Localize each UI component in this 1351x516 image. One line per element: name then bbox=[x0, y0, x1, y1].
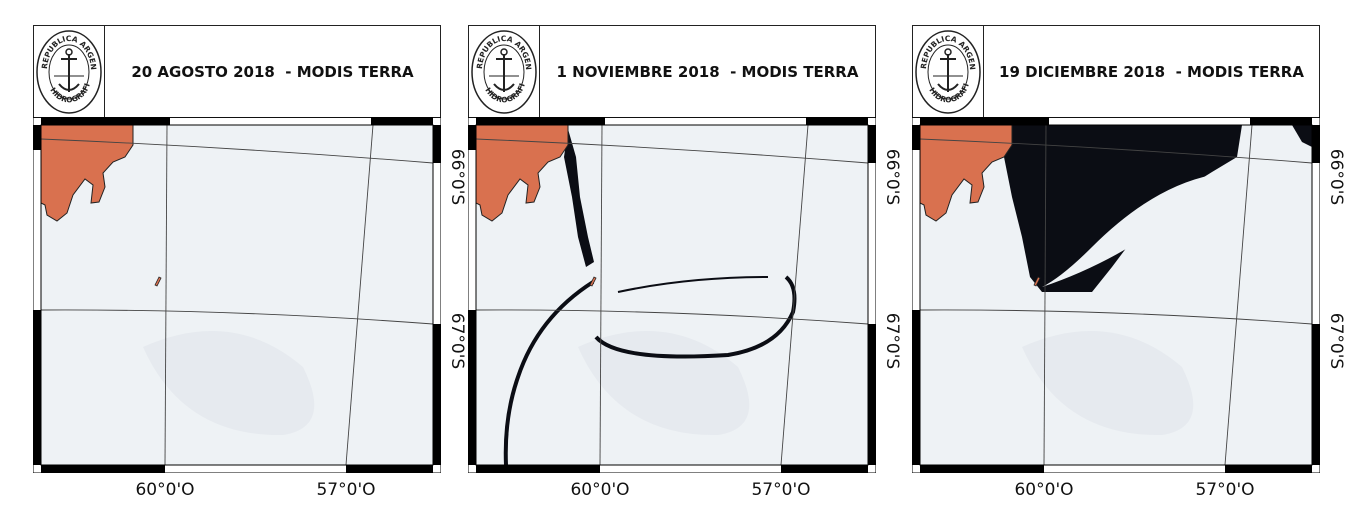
panel-title: 19 DICIEMBRE 2018 - MODIS TERRA bbox=[999, 62, 1304, 81]
panel-title: 1 NOVIEMBRE 2018 - MODIS TERRA bbox=[556, 62, 859, 81]
panel-header: REPUBLICA ARGENTINA HIDROGRAFIA 19 DICIE… bbox=[910, 19, 1320, 118]
longitude-label: 57°0'O bbox=[1195, 480, 1255, 500]
logo: REPUBLICA ARGENTINA HIDROGRAFIA bbox=[910, 19, 984, 117]
longitude-label: 60°0'O bbox=[135, 480, 195, 500]
logo: REPUBLICA ARGENTINA HIDROGRAFIA bbox=[466, 19, 540, 117]
land-antarctic-peninsula bbox=[919, 124, 1013, 222]
frame-border bbox=[912, 117, 1320, 473]
panel-header: REPUBLICA ARGENTINA HIDROGRAFIA 20 AGOST… bbox=[31, 19, 441, 118]
longitude-label: 57°0'O bbox=[316, 480, 376, 500]
graticule bbox=[919, 124, 1313, 466]
map-panel: REPUBLICA ARGENTINA HIDROGRAFIA 19 DICIE… bbox=[910, 19, 1346, 500]
land-island bbox=[589, 276, 597, 287]
land-antarctic-peninsula bbox=[40, 124, 134, 222]
land-island bbox=[154, 276, 162, 287]
latitude-label: 66°0'S bbox=[882, 148, 902, 206]
graticule bbox=[475, 124, 869, 466]
frame-border bbox=[33, 117, 441, 473]
latitude-label: 66°0'S bbox=[447, 148, 467, 206]
graticule bbox=[40, 124, 434, 466]
latitude-label: 67°0'S bbox=[1326, 312, 1346, 370]
longitude-label: 57°0'O bbox=[751, 480, 811, 500]
anchor-seal-icon: REPUBLICA ARGENTINA HIDROGRAFIA bbox=[910, 19, 981, 114]
map-panel: REPUBLICA ARGENTINA HIDROGRAFIA 1 NOVIEM… bbox=[466, 19, 902, 500]
latitude-label: 67°0'S bbox=[447, 312, 467, 370]
land-antarctic-peninsula bbox=[475, 124, 569, 222]
ice-texture bbox=[1022, 331, 1194, 436]
ice-texture bbox=[143, 331, 315, 436]
panel-header: REPUBLICA ARGENTINA HIDROGRAFIA 1 NOVIEM… bbox=[466, 19, 876, 118]
land-island bbox=[1033, 276, 1041, 287]
open-water bbox=[1002, 125, 1312, 292]
anchor-seal-icon: REPUBLICA ARGENTINA HIDROGRAFIA bbox=[31, 19, 102, 114]
longitude-label: 60°0'O bbox=[570, 480, 630, 500]
frame-border bbox=[468, 117, 876, 473]
satellite-map[interactable] bbox=[33, 117, 441, 473]
latitude-label: 66°0'S bbox=[1326, 148, 1346, 206]
map-panel: REPUBLICA ARGENTINA HIDROGRAFIA 20 AGOST… bbox=[31, 19, 467, 500]
longitude-label: 60°0'O bbox=[1014, 480, 1074, 500]
panel-title: 20 AGOSTO 2018 - MODIS TERRA bbox=[131, 62, 414, 81]
satellite-map[interactable] bbox=[468, 117, 876, 473]
logo: REPUBLICA ARGENTINA HIDROGRAFIA bbox=[31, 19, 105, 117]
latitude-label: 67°0'S bbox=[882, 312, 902, 370]
satellite-map[interactable] bbox=[912, 117, 1320, 473]
anchor-seal-icon: REPUBLICA ARGENTINA HIDROGRAFIA bbox=[466, 19, 537, 114]
